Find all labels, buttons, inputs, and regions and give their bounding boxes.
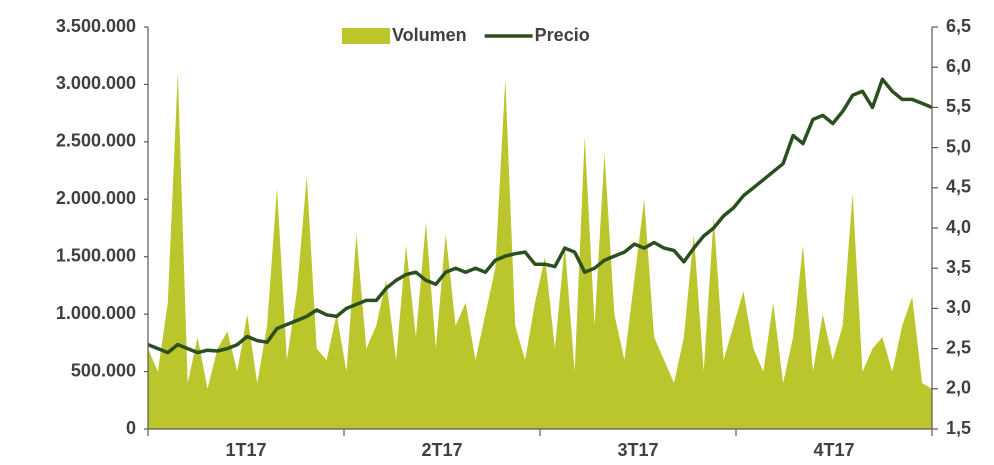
y2-tick-label: 5,0 [946,136,971,156]
y2-tick-label: 3,5 [946,257,971,277]
y-tick-label: 0 [126,418,136,438]
volume-area [148,72,932,430]
x-tick-label: 4T17 [813,440,854,460]
y2-tick-label: 4,5 [946,177,971,197]
x-tick-label: 3T17 [617,440,658,460]
y2-tick-label: 2,5 [946,337,971,357]
x-tick-label: 2T17 [421,440,462,460]
y-tick-label: 2.000.000 [56,188,136,208]
y-tick-label: 3.000.000 [56,73,136,93]
legend-swatch [342,28,390,44]
y2-tick-label: 4,0 [946,217,971,237]
y2-tick-label: 1,5 [946,418,971,438]
y2-tick-label: 6,5 [946,16,971,36]
y-tick-label: 500.000 [71,360,136,380]
y-tick-label: 1.500.000 [56,245,136,265]
legend-label: Volumen [392,25,467,45]
y2-tick-label: 5,5 [946,96,971,116]
y-tick-label: 2.500.000 [56,131,136,151]
y2-tick-label: 6,0 [946,56,971,76]
x-tick-label: 1T17 [225,440,266,460]
price-line [147,77,933,355]
y-tick-label: 1.000.000 [56,303,136,323]
y-tick-label: 3.500.000 [56,16,136,36]
y2-tick-label: 3,0 [946,297,971,317]
y2-tick-label: 2,0 [946,378,971,398]
legend-label: Precio [535,25,590,45]
